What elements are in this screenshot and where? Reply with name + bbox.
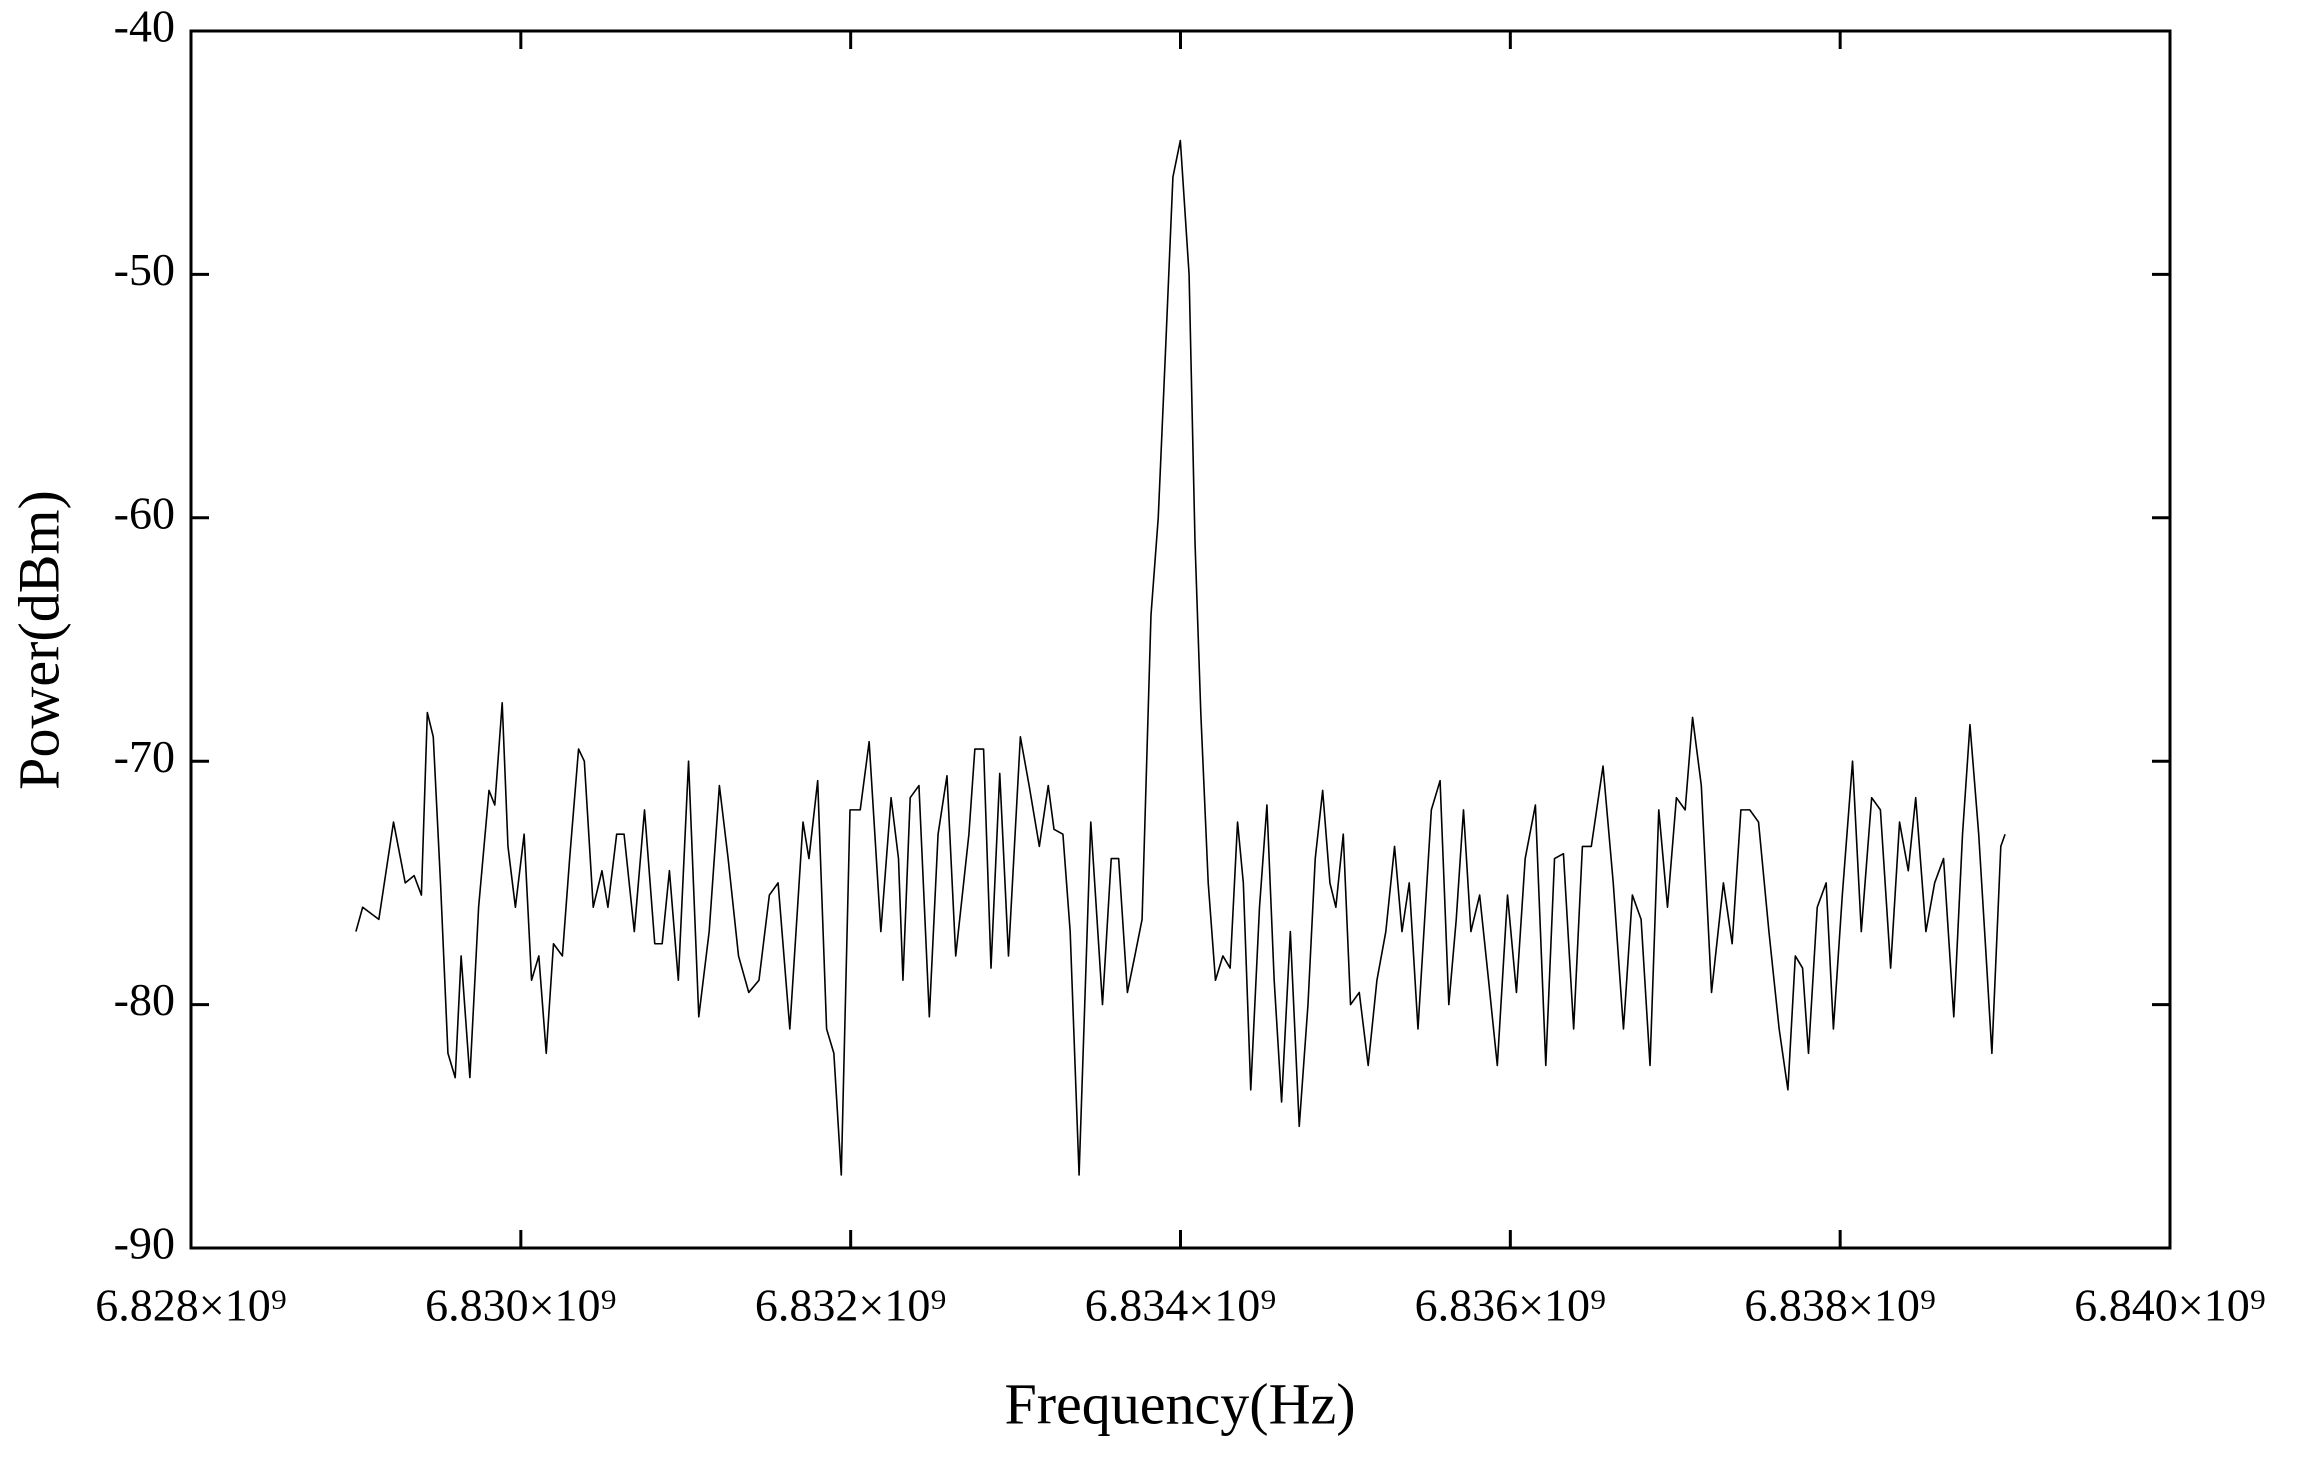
x-tick-label: 6.840×10⁹ <box>2074 1280 2265 1331</box>
data-line <box>355 139 2006 1176</box>
x-tick-label: 6.836×10⁹ <box>1415 1280 1606 1331</box>
x-tick-label: 6.830×10⁹ <box>425 1280 616 1331</box>
y-tick-label: -80 <box>114 974 175 1025</box>
x-tick-label: 6.834×10⁹ <box>1085 1280 1276 1331</box>
y-tick-label: -70 <box>114 731 175 782</box>
x-tick-label: 6.828×10⁹ <box>95 1280 286 1331</box>
y-axis-title: Power(dBm) <box>6 490 71 790</box>
y-tick-label: -90 <box>114 1218 175 1269</box>
x-axis-title: Frequency(Hz) <box>1004 1371 1355 1436</box>
y-tick-label: -60 <box>114 487 175 538</box>
plot-frame <box>189 29 2172 1250</box>
y-tick-label: -40 <box>114 1 175 52</box>
x-tick-label: 6.832×10⁹ <box>755 1280 946 1331</box>
x-tick-label: 6.838×10⁹ <box>1744 1280 1935 1331</box>
y-tick-label: -50 <box>114 244 175 295</box>
